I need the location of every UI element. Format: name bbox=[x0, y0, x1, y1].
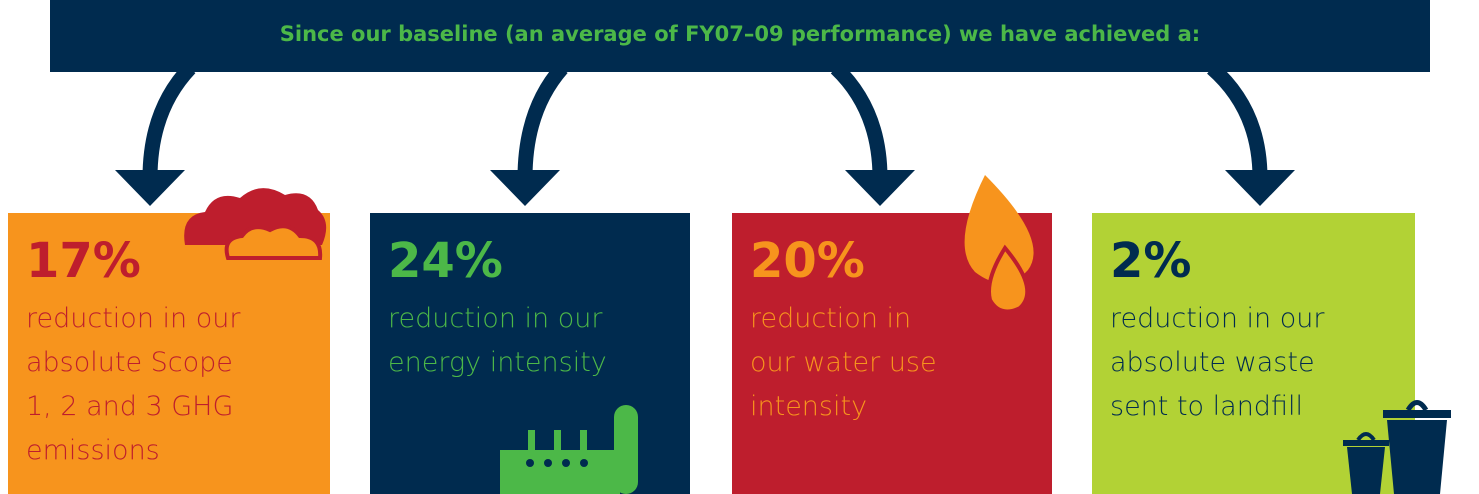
line: absolute Scope bbox=[26, 347, 233, 378]
line: intensity bbox=[750, 391, 868, 422]
percent: 2% bbox=[1110, 233, 1192, 289]
line: sent to landfill bbox=[1110, 391, 1303, 422]
line: our water use bbox=[750, 347, 937, 378]
line: 1, 2 and 3 GHG bbox=[26, 391, 234, 422]
cloud-icon bbox=[184, 188, 327, 260]
arrowheads bbox=[115, 170, 1295, 206]
description: reduction in our absolute Scope 1, 2 and… bbox=[26, 297, 240, 473]
drop-icon bbox=[964, 175, 1034, 314]
arrows bbox=[142, 62, 1268, 179]
line: energy intensity bbox=[388, 347, 607, 378]
line: reduction in our bbox=[1110, 303, 1325, 334]
line: absolute waste bbox=[1110, 347, 1315, 378]
arrow bbox=[1206, 62, 1268, 179]
bins-icon bbox=[1343, 400, 1451, 494]
arrowhead bbox=[1225, 170, 1295, 206]
line: emissions bbox=[26, 435, 160, 466]
arrowhead bbox=[115, 170, 185, 206]
arrowhead bbox=[490, 170, 560, 206]
header-bar bbox=[50, 0, 1430, 72]
line: reduction in our bbox=[26, 303, 241, 334]
percent: 17% bbox=[26, 233, 141, 289]
description: reduction in our absolute waste sent to … bbox=[1110, 297, 1324, 429]
percent: 24% bbox=[388, 233, 503, 289]
description: reduction in our water use intensity bbox=[750, 297, 937, 429]
card: 17% reduction in our absolute Scope 1, 2… bbox=[8, 213, 330, 494]
factory-icon bbox=[500, 405, 638, 494]
line: reduction in our bbox=[388, 303, 603, 334]
description: reduction in our energy intensity bbox=[388, 297, 607, 385]
arrow bbox=[830, 62, 888, 179]
arrow bbox=[142, 62, 196, 179]
arrowhead bbox=[845, 170, 915, 206]
arrow bbox=[517, 63, 568, 179]
header-text: Since our baseline (an average of FY07–0… bbox=[279, 22, 1201, 46]
line: reduction in bbox=[750, 303, 912, 334]
percent: 20% bbox=[750, 233, 865, 289]
